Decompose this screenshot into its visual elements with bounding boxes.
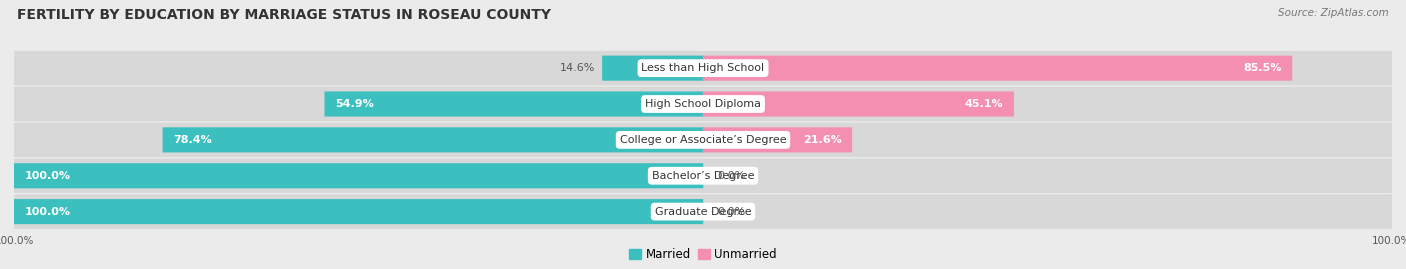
Text: Bachelor’s Degree: Bachelor’s Degree (652, 171, 754, 181)
FancyBboxPatch shape (703, 56, 1292, 81)
Text: 0.0%: 0.0% (717, 171, 745, 181)
FancyBboxPatch shape (14, 123, 1392, 157)
FancyBboxPatch shape (602, 56, 703, 81)
Text: 100.0%: 100.0% (24, 207, 70, 217)
Text: 85.5%: 85.5% (1243, 63, 1282, 73)
Text: 78.4%: 78.4% (173, 135, 212, 145)
Text: College or Associate’s Degree: College or Associate’s Degree (620, 135, 786, 145)
FancyBboxPatch shape (14, 199, 703, 224)
Text: High School Diploma: High School Diploma (645, 99, 761, 109)
Text: 14.6%: 14.6% (560, 63, 596, 73)
Text: 45.1%: 45.1% (965, 99, 1004, 109)
Text: 0.0%: 0.0% (717, 207, 745, 217)
FancyBboxPatch shape (14, 51, 1392, 85)
FancyBboxPatch shape (14, 87, 1392, 121)
FancyBboxPatch shape (703, 91, 1014, 116)
Legend: Married, Unmarried: Married, Unmarried (624, 243, 782, 266)
Text: Graduate Degree: Graduate Degree (655, 207, 751, 217)
Text: 21.6%: 21.6% (803, 135, 841, 145)
FancyBboxPatch shape (325, 91, 703, 116)
Text: 54.9%: 54.9% (335, 99, 374, 109)
Text: 100.0%: 100.0% (24, 171, 70, 181)
FancyBboxPatch shape (703, 127, 852, 153)
FancyBboxPatch shape (14, 163, 703, 188)
FancyBboxPatch shape (14, 158, 1392, 193)
FancyBboxPatch shape (14, 194, 1392, 229)
Text: Source: ZipAtlas.com: Source: ZipAtlas.com (1278, 8, 1389, 18)
FancyBboxPatch shape (163, 127, 703, 153)
Text: FERTILITY BY EDUCATION BY MARRIAGE STATUS IN ROSEAU COUNTY: FERTILITY BY EDUCATION BY MARRIAGE STATU… (17, 8, 551, 22)
Text: Less than High School: Less than High School (641, 63, 765, 73)
